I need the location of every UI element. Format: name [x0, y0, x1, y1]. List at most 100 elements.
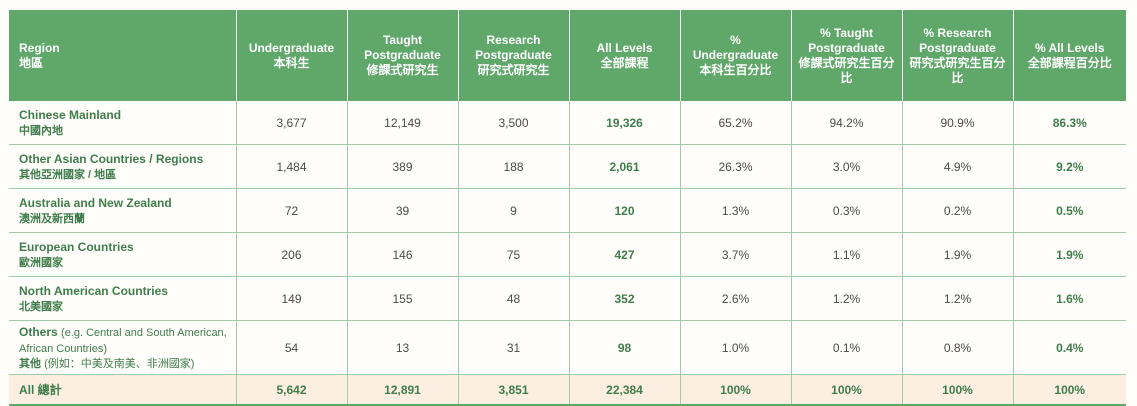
header-zh: 本科生百分比: [699, 63, 772, 77]
value-cell: 2,061: [569, 144, 681, 189]
value-cell: 1.0%: [680, 320, 792, 375]
header-en: % Research Postgraduate: [919, 25, 996, 55]
value-cell: 389: [347, 144, 459, 189]
total-value-cell: 100%: [680, 374, 792, 406]
value-cell: 427: [569, 232, 681, 277]
total-value-cell: 100%: [1013, 374, 1126, 406]
region-cell: Australia and New Zealand 澳洲及新西蘭: [9, 188, 237, 233]
value-cell: 146: [347, 232, 459, 277]
value-cell: 0.3%: [791, 188, 903, 233]
pct-taught-postgraduate-header: % Taught Postgraduate 修課式研究生百分比: [791, 10, 903, 101]
header-zh: 修課式研究生: [366, 63, 439, 77]
header-en: % Taught Postgraduate: [808, 25, 885, 55]
header-en: % All Levels: [1034, 40, 1105, 55]
value-cell: 1.1%: [791, 232, 903, 277]
value-cell: 352: [569, 276, 681, 321]
header-en: Research Postgraduate: [475, 33, 552, 62]
value-cell: 31: [458, 320, 570, 375]
value-cell: 9: [458, 188, 570, 233]
header-en: Taught Postgraduate: [364, 33, 441, 62]
table-row: European Countries 歐洲國家 206 146 75 427 3.7% 1.1…: [9, 232, 1126, 277]
total-label: All 總計: [9, 374, 237, 406]
value-cell: 1,484: [236, 144, 348, 189]
value-cell: 188: [458, 144, 570, 189]
value-cell: 1.6%: [1013, 276, 1126, 321]
header-zh: 本科生: [273, 55, 310, 70]
value-cell: 4.9%: [902, 144, 1014, 189]
total-value-cell: 12,891: [347, 374, 459, 406]
header-en: All Levels: [596, 40, 653, 55]
value-cell: 65.2%: [680, 101, 792, 145]
value-cell: 26.3%: [680, 144, 792, 189]
value-cell: 0.4%: [1013, 320, 1126, 375]
value-cell: 3,500: [458, 101, 570, 145]
value-cell: 39: [347, 188, 459, 233]
value-cell: 12,149: [347, 101, 459, 145]
value-cell: 94.2%: [791, 101, 903, 145]
value-cell: 149: [236, 276, 348, 321]
table-body: Chinese Mainland 中國內地 3,677 12,149 3,500 19,3…: [9, 101, 1126, 406]
pct-research-postgraduate-header: % Research Postgraduate 研究式研究生百分比: [902, 10, 1014, 101]
value-cell: 0.5%: [1013, 188, 1126, 233]
value-cell: 3.7%: [680, 232, 792, 277]
region-name-zh: 其他: [19, 357, 41, 370]
value-cell: 9.2%: [1013, 144, 1126, 189]
region-header-zh: 地區: [19, 55, 44, 70]
region-name-en: Australia and New Zealand: [19, 195, 172, 210]
value-cell: 90.9%: [902, 101, 1014, 145]
value-cell: 0.2%: [902, 188, 1014, 233]
value-cell: 0.1%: [791, 320, 903, 375]
header-zh: 全部課程: [600, 55, 649, 70]
table-row: Chinese Mainland 中國內地 3,677 12,149 3,500 19,3…: [9, 101, 1126, 145]
region-name-zh-line: 澳洲及新西蘭: [19, 211, 230, 227]
value-cell: 1.2%: [791, 276, 903, 321]
value-cell: 0.8%: [902, 320, 1014, 375]
total-value-cell: 22,384: [569, 374, 681, 406]
taught-postgraduate-header: Taught Postgraduate 修課式研究生: [347, 10, 459, 101]
value-cell: 3.0%: [791, 144, 903, 189]
pct-undergraduate-header: % Undergraduate 本科生百分比: [680, 10, 792, 101]
region-name-zh: 歐洲國家: [19, 256, 63, 269]
region-cell: European Countries 歐洲國家: [9, 232, 237, 277]
total-value-cell: 3,851: [458, 374, 570, 406]
region-note: (e.g. Central and South American, Africa…: [19, 326, 227, 355]
region-name-en: North American Countries: [19, 283, 168, 298]
region-name-zh-line: 其他 (例如：中美及南美、非洲國家): [19, 356, 230, 372]
region-name-zh-line: 中國內地: [19, 123, 230, 139]
region-name-zh: 中國內地: [19, 124, 63, 137]
region-name-zh: 其他亞洲國家 / 地區: [19, 168, 117, 181]
header-en: % Undergraduate: [692, 33, 779, 62]
region-cell: Other Asian Countries / Regions 其他亞洲國家 / …: [9, 144, 237, 189]
header-zh: 全部課程百分比: [1027, 55, 1112, 70]
header-en: Undergraduate: [248, 40, 335, 55]
region-name-en: Chinese Mainland: [19, 107, 122, 122]
value-cell: 72: [236, 188, 348, 233]
table-row: Other Asian Countries / Regions 其他亞洲國家 / …: [9, 144, 1126, 189]
header-zh: 研究式研究生: [477, 63, 550, 77]
total-value-cell: 100%: [902, 374, 1014, 406]
region-cell: Chinese Mainland 中國內地: [9, 101, 237, 145]
region-name-zh: 澳洲及新西蘭: [19, 212, 85, 225]
region-name-zh-line: 其他亞洲國家 / 地區: [19, 167, 230, 183]
all-levels-header: All Levels 全部課程: [569, 10, 681, 101]
region-cell: North American Countries 北美國家: [9, 276, 237, 321]
region-name-zh: 北美國家: [19, 300, 63, 313]
value-cell: 1.9%: [902, 232, 1014, 277]
value-cell: 54: [236, 320, 348, 375]
region-name-en: European Countries: [19, 239, 134, 254]
table-row: Australia and New Zealand 澳洲及新西蘭 72 39 9 120 1…: [9, 188, 1126, 233]
region-name-en: Other Asian Countries / Regions: [19, 151, 204, 166]
pct-all-levels-header: % All Levels 全部課程百分比: [1013, 10, 1126, 101]
value-cell: 19,326: [569, 101, 681, 145]
undergraduate-header: Undergraduate 本科生: [236, 10, 348, 101]
region-cell: Others (e.g. Central and South American,…: [9, 320, 237, 375]
value-cell: 2.6%: [680, 276, 792, 321]
region-name-zh-line: 歐洲國家: [19, 255, 230, 271]
total-value-cell: 5,642: [236, 374, 348, 406]
region-header-en: Region: [19, 40, 60, 55]
value-cell: 48: [458, 276, 570, 321]
value-cell: 1.2%: [902, 276, 1014, 321]
value-cell: 13: [347, 320, 459, 375]
region-note-zh: (例如：中美及南美、非洲國家): [44, 357, 195, 370]
total-value-cell: 100%: [791, 374, 903, 406]
